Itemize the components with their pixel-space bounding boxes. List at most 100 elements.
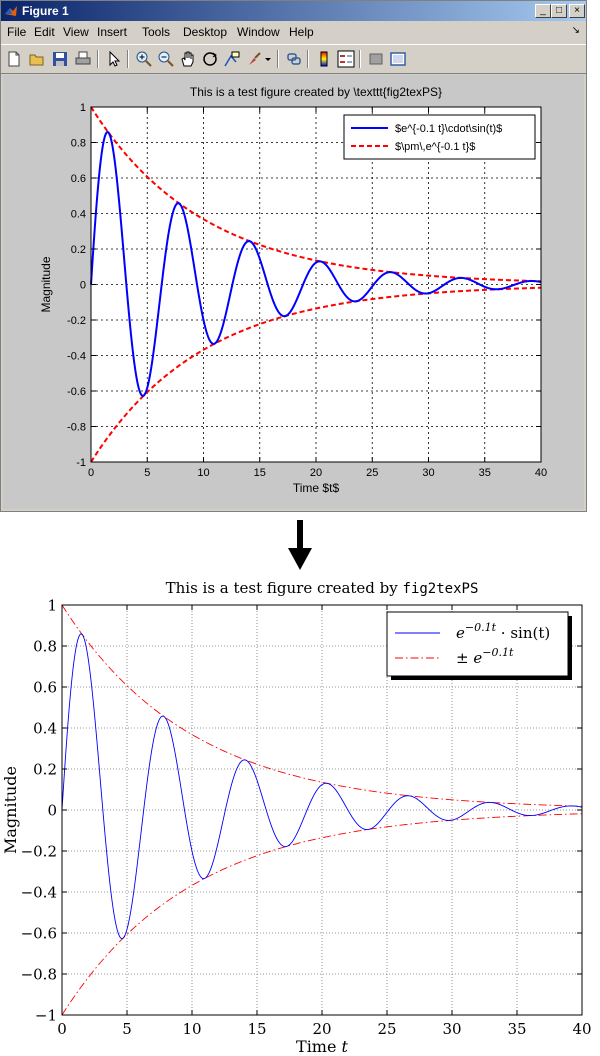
- legend-label-prefix: ±: [456, 649, 473, 667]
- x-tick-label: 15: [247, 1020, 266, 1038]
- x-tick-label: 35: [507, 1020, 526, 1038]
- menu-view[interactable]: View: [63, 25, 89, 39]
- figure-toolbar: [1, 44, 586, 74]
- brush-dropdown-icon[interactable]: [263, 50, 273, 68]
- x-tick-label: 30: [422, 467, 434, 479]
- new-file-icon[interactable]: [5, 50, 23, 68]
- y-tick-label: -0.4: [67, 350, 86, 362]
- legend-label: $\pm\,e^{-0.1 t}$: [395, 141, 475, 153]
- series-envelope-lower: [90, 286, 542, 463]
- legend-label-exponent: −0.1t: [465, 621, 497, 634]
- maximize-button[interactable]: □: [551, 4, 567, 18]
- x-tick-label: 20: [310, 467, 322, 479]
- menu-help[interactable]: Help: [289, 25, 314, 39]
- menu-file[interactable]: File: [7, 25, 27, 39]
- data-cursor-icon[interactable]: [223, 50, 241, 68]
- show-plot-tools-icon[interactable]: [389, 50, 407, 68]
- zoom-out-icon[interactable]: [157, 50, 175, 68]
- y-tick-label: 0: [47, 801, 57, 819]
- series-damped-sine: [61, 633, 583, 940]
- y-axis-label: Magnitude: [39, 256, 53, 312]
- colorbar-icon[interactable]: [315, 50, 333, 68]
- legend-shadow: [391, 616, 572, 680]
- y-tick-label: 0.2: [71, 244, 86, 256]
- open-folder-icon[interactable]: [28, 50, 46, 68]
- zoom-in-icon[interactable]: [135, 50, 153, 68]
- x-tick-label: 15: [254, 467, 266, 479]
- matlab-plot[interactable]: 0 5 10 15 20 25 30 35 40 1 0.8 0.6 0.4 0.2 0 -0.2 -0.4 -0…: [3, 75, 584, 509]
- menu-desktop[interactable]: Desktop: [183, 25, 228, 39]
- legend: $e^{-0.1 t}\cdot\sin(t)$ $\pm\,e^{-0.1 t}…: [343, 114, 536, 160]
- y-tick-label: 0.6: [71, 173, 86, 185]
- figure-window: Figure 1 _ □ × File Edit View Insert Too…: [0, 0, 587, 512]
- window-title-bar[interactable]: Figure 1 _ □ ×: [1, 1, 586, 21]
- legend: e−0.1t · sin(t)± e−0.1t: [386, 611, 572, 680]
- x-axis-label: Time t: [296, 1037, 349, 1056]
- pan-hand-icon[interactable]: [179, 50, 197, 68]
- series-damped-sine: [90, 131, 542, 397]
- y-tick-label: −0.8: [21, 965, 57, 983]
- legend-label: e−0.1t · sin(t): [456, 621, 550, 642]
- y-tick-label: -0.2: [67, 315, 86, 327]
- hide-plot-tools-icon[interactable]: [367, 50, 385, 68]
- legend-label: $e^{-0.1 t}\cdot\sin(t)$: [395, 123, 502, 135]
- x-axis-label-var: t: [342, 1037, 349, 1056]
- menu-bar: File Edit View Insert Tools Desktop Wind…: [1, 22, 586, 42]
- y-tick-label: 0.8: [33, 637, 57, 655]
- link-icon[interactable]: [285, 50, 303, 68]
- legend-icon[interactable]: [337, 50, 355, 68]
- legend-label-base: e: [473, 649, 482, 667]
- legend-label-exponent: −0.1t: [482, 646, 514, 659]
- chart-title: This is a test figure created by \texttt…: [190, 85, 442, 99]
- toolbar-separator: [307, 50, 309, 68]
- x-tick-label: 25: [366, 467, 378, 479]
- down-arrow-icon: [288, 520, 312, 570]
- window-title: Figure 1: [22, 4, 69, 18]
- x-tick-label: 0: [88, 467, 94, 479]
- print-icon[interactable]: [74, 50, 92, 68]
- legend-label-base: e: [456, 624, 465, 642]
- y-tick-label: 0: [80, 279, 86, 291]
- x-tick-label: 35: [479, 467, 491, 479]
- series-envelope-lower: [61, 813, 583, 1016]
- y-tick-label: -0.8: [67, 421, 86, 433]
- y-tick-label: −0.4: [21, 883, 57, 901]
- series-envelope-upper: [61, 604, 583, 807]
- y-tick-label: −0.2: [21, 842, 57, 860]
- menu-insert[interactable]: Insert: [97, 25, 128, 39]
- y-tick-label: 0.6: [33, 678, 57, 696]
- chart-title-text: This is a test figure created by: [166, 579, 403, 597]
- legend-box: [386, 611, 569, 677]
- y-tick-label: -0.6: [67, 386, 86, 398]
- matlab-logo-icon: [5, 6, 17, 16]
- plot-area: [62, 605, 582, 1015]
- x-tick-label: 0: [57, 1020, 67, 1038]
- toolbar-separator: [359, 50, 361, 68]
- chart-title-code: fig2texPS: [403, 581, 479, 597]
- brush-icon[interactable]: [245, 50, 263, 68]
- y-tick-label: 0.4: [71, 208, 86, 220]
- plot-frame: [61, 604, 583, 1016]
- y-tick-label: -1: [76, 457, 86, 469]
- pointer-icon[interactable]: [105, 50, 123, 68]
- menu-edit[interactable]: Edit: [34, 25, 55, 39]
- minimize-button[interactable]: _: [535, 4, 551, 18]
- figure-canvas[interactable]: 0 5 10 15 20 25 30 35 40 1 0.8 0.6 0.4 0.2 0 -0.2 -0.4 -0…: [3, 75, 584, 509]
- dock-arrow-icon[interactable]: ↘: [571, 25, 580, 36]
- y-tick-label: −0.6: [21, 924, 57, 942]
- toolbar-separator: [97, 50, 99, 68]
- x-axis-label-text: Time: [296, 1037, 342, 1056]
- y-tick-label: 0.2: [33, 760, 57, 778]
- chart-title: This is a test figure created by fig2tex…: [166, 579, 479, 597]
- menu-window[interactable]: Window: [237, 25, 280, 39]
- x-tick-label: 10: [182, 1020, 201, 1038]
- y-tick-label: −1: [35, 1006, 57, 1024]
- x-tick-label: 30: [442, 1020, 461, 1038]
- close-button[interactable]: ×: [569, 4, 585, 18]
- y-tick-label: 0.4: [33, 719, 57, 737]
- x-tick-label: 40: [535, 467, 547, 479]
- x-tick-label: 5: [122, 1020, 132, 1038]
- menu-tools[interactable]: Tools: [142, 25, 171, 39]
- rotate-3d-icon[interactable]: [201, 50, 219, 68]
- save-icon[interactable]: [51, 50, 69, 68]
